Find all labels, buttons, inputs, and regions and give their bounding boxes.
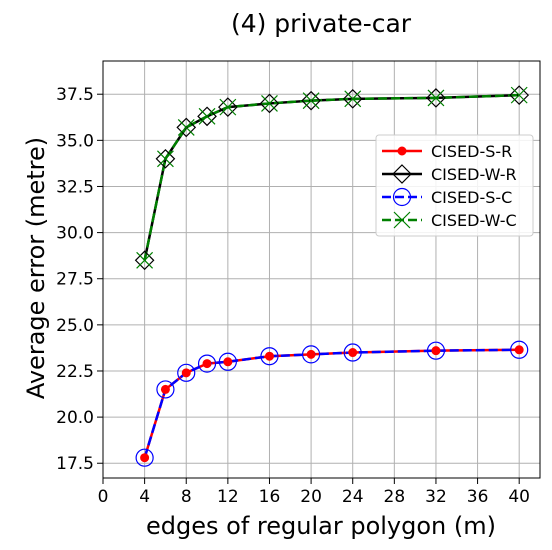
data-point-cised-s-r: [306, 349, 316, 359]
data-point-cised-s-c: [218, 352, 237, 371]
data-point-cised-s-c: [343, 343, 362, 362]
legend-marker: [392, 164, 412, 184]
data-point-cised-w-c: [427, 89, 445, 107]
legend-label: CISED-W-R: [431, 165, 517, 184]
y-tick-label: 22.5: [56, 362, 94, 382]
plot-frame: [102, 60, 541, 479]
y-tick-label: 25.0: [56, 316, 94, 336]
data-point-cised-s-c: [510, 340, 529, 359]
data-point-cised-s-r: [264, 351, 274, 361]
data-point-cised-w-r: [155, 148, 176, 169]
data-point-cised-w-r: [218, 97, 238, 117]
y-tick-label: 17.5: [56, 454, 94, 474]
data-point-cised-s-r: [181, 368, 191, 378]
legend-label: CISED-W-C: [431, 211, 517, 230]
data-point-cised-w-r: [197, 106, 217, 127]
data-point-cised-s-c: [301, 345, 321, 364]
data-point-cised-w-c: [261, 95, 278, 112]
y-tick-label: 27.5: [56, 270, 94, 290]
data-point-cised-w-c: [344, 90, 362, 108]
data-point-cised-s-r: [202, 359, 212, 369]
legend-label: CISED-S-C: [431, 188, 512, 207]
data-point-cised-w-c: [157, 150, 174, 168]
x-tick-label: 24: [342, 487, 364, 507]
ticks: 0 4 8 12 16 20 24 28 32 36 40 17.5 20.0 22.5 25.0 27.5 3…: [56, 85, 530, 507]
data-point-cised-w-c: [510, 86, 528, 104]
data-point-cised-w-r: [301, 90, 321, 111]
data-point-cised-s-r: [514, 345, 524, 355]
data-point-cised-s-c: [197, 354, 217, 373]
data-point-cised-w-c: [177, 119, 195, 136]
y-tick-label: 35.0: [56, 131, 94, 151]
legend-marker: [392, 187, 412, 207]
x-tick-label: 36: [467, 487, 489, 507]
data-point-cised-s-c: [156, 380, 175, 399]
data-point-cised-w-r: [509, 85, 530, 105]
y-axis-label: Average error (metre): [22, 137, 50, 399]
y-tick-label: 32.5: [56, 177, 94, 197]
x-tick-label: 32: [425, 487, 447, 507]
y-tick-label: 30.0: [56, 224, 94, 244]
x-tick-label: 12: [217, 487, 239, 507]
data-point-cised-s-r: [431, 346, 441, 356]
series-layer: [134, 85, 530, 467]
data-point-cised-w-r: [134, 250, 155, 271]
data-point-cised-s-r: [140, 453, 150, 463]
x-tick-label: 20: [300, 487, 322, 507]
y-tick-label: 20.0: [56, 408, 94, 428]
data-point-cised-w-c: [198, 107, 216, 125]
series-line-cised-s-r: [143, 348, 520, 459]
legend-marker: [397, 146, 407, 156]
data-point-cised-s-c: [260, 347, 279, 366]
data-point-cised-s-c: [135, 448, 154, 467]
series-line-cised-s-c: [143, 348, 520, 459]
data-point-cised-s-r: [223, 357, 233, 367]
data-point-cised-w-c: [219, 98, 237, 116]
data-point-cised-s-r: [348, 348, 358, 358]
x-tick-label: 40: [508, 487, 530, 507]
legend-box: [375, 134, 534, 237]
data-point-cised-w-c: [136, 251, 154, 269]
data-point-cised-s-c: [177, 363, 196, 382]
grid: [102, 61, 540, 478]
chart-title: (4) private-car: [231, 9, 412, 38]
data-point-cised-w-r: [176, 117, 197, 138]
legend-marker: [393, 211, 411, 229]
y-tick-label: 37.5: [56, 85, 94, 105]
data-point-cised-w-c: [302, 92, 320, 110]
series-line-cised-w-c: [143, 93, 520, 261]
data-point-cised-w-r: [259, 93, 280, 114]
x-tick-label: 16: [259, 487, 281, 507]
x-tick-label: 28: [384, 487, 406, 507]
legend-label: CISED-S-R: [431, 142, 512, 161]
x-tick-label: 0: [98, 487, 109, 507]
legend: CISED-S-R CISED-W-R CISED-S-C CISED-W-C: [375, 134, 534, 237]
data-point-cised-s-c: [426, 341, 446, 360]
x-tick-label: 4: [139, 487, 150, 507]
data-point-cised-s-r: [160, 384, 170, 394]
x-axis-label: edges of regular polygon (m): [146, 512, 496, 540]
data-point-cised-w-r: [342, 88, 363, 109]
data-point-cised-w-r: [426, 88, 446, 108]
x-tick-label: 8: [181, 487, 192, 507]
